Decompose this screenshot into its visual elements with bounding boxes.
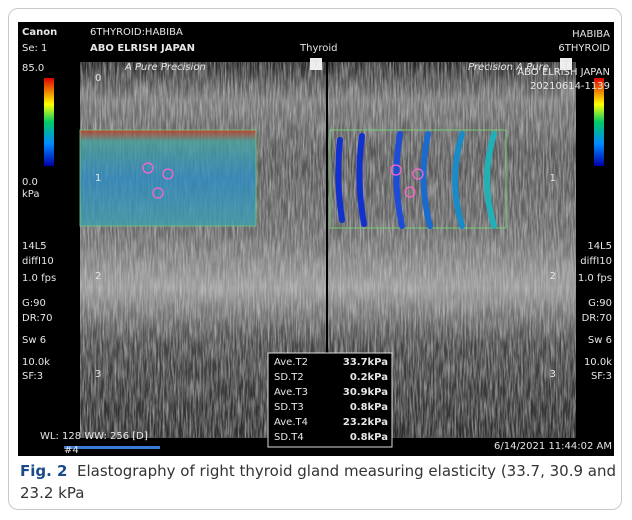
figure: Canon Se: 1 6THYROID:HABIBA ABO ELRISH JAPA…	[0, 0, 632, 520]
marker: T	[313, 59, 320, 70]
param-left: Sw 6	[22, 335, 46, 346]
preset: Thyroid	[299, 43, 338, 54]
param-right: 1.0 fps	[578, 273, 612, 284]
measure-label: SD.T4	[274, 432, 304, 443]
mode-right: Precision A Pure	[468, 62, 549, 73]
measure-label: SD.T2	[274, 372, 304, 383]
depth-right: 2	[550, 271, 556, 282]
measure-label: SD.T3	[274, 402, 304, 413]
param-right: diffI10	[580, 256, 612, 267]
param-left: diffI10	[22, 256, 54, 267]
scale-min: 0.0	[22, 177, 38, 188]
caption-text: Elastography of right thyroid gland meas…	[20, 462, 616, 502]
scale-max: 85.0	[22, 63, 44, 74]
param-right: 14L5	[587, 241, 612, 252]
measure-value: 0.8kPa	[350, 432, 388, 443]
caption: Fig. 2 Elastography of right thyroid gla…	[20, 460, 616, 504]
ultrasound-screen: Canon Se: 1 6THYROID:HABIBA ABO ELRISH JAPA…	[0, 0, 632, 460]
measure-label: Ave.T2	[274, 357, 308, 368]
param-left: SF:3	[22, 371, 43, 382]
param-left: DR:70	[22, 313, 52, 324]
top-right-study: 6THYROID	[558, 43, 610, 54]
series: Se: 1	[22, 43, 47, 54]
param-left: G:90	[22, 298, 46, 309]
measure-label: Ave.T3	[274, 387, 308, 398]
window-level: WL: 128 WW: 256 [D]	[40, 431, 148, 442]
elasto-box	[80, 130, 256, 226]
depth-right: 3	[550, 369, 556, 380]
timestamp: 6/14/2021 11:44:02 AM	[494, 441, 612, 452]
measure-value: 30.9kPa	[343, 387, 388, 398]
mode-left: A Pure Precision	[124, 62, 206, 73]
depth-right: 1	[550, 173, 556, 184]
caption-label: Fig. 2	[20, 462, 67, 480]
param-left: 10.0k	[22, 357, 50, 368]
top-right-patient: HABIBA	[572, 29, 610, 40]
frame-number: #4	[64, 445, 79, 456]
measure-value: 23.2kPa	[343, 417, 388, 428]
measure-value: 33.7kPa	[343, 357, 388, 368]
param-right: 10.0k	[584, 357, 612, 368]
param-right: DR:70	[582, 313, 612, 324]
patient: 6THYROID:HABIBA	[90, 27, 183, 38]
measure-value: 0.2kPa	[350, 372, 388, 383]
param-right: SF:3	[591, 371, 612, 382]
institution: ABO ELRISH JAPAN	[90, 43, 195, 54]
brand: Canon	[22, 27, 57, 38]
param-left: 1.0 fps	[22, 273, 56, 284]
exam-id: 20210614-1139	[530, 81, 610, 92]
param-left: 14L5	[22, 241, 47, 252]
scale-unit: kPa	[22, 189, 40, 200]
param-right: G:90	[588, 298, 612, 309]
measure-value: 0.8kPa	[350, 402, 388, 413]
param-right: Sw 6	[588, 335, 612, 346]
depth-left: 1	[95, 173, 101, 184]
depth-left: 3	[95, 369, 101, 380]
depth-left: 0	[95, 73, 101, 84]
measure-label: Ave.T4	[274, 417, 308, 428]
depth-left: 2	[95, 271, 101, 282]
color-scale-left	[44, 78, 54, 166]
